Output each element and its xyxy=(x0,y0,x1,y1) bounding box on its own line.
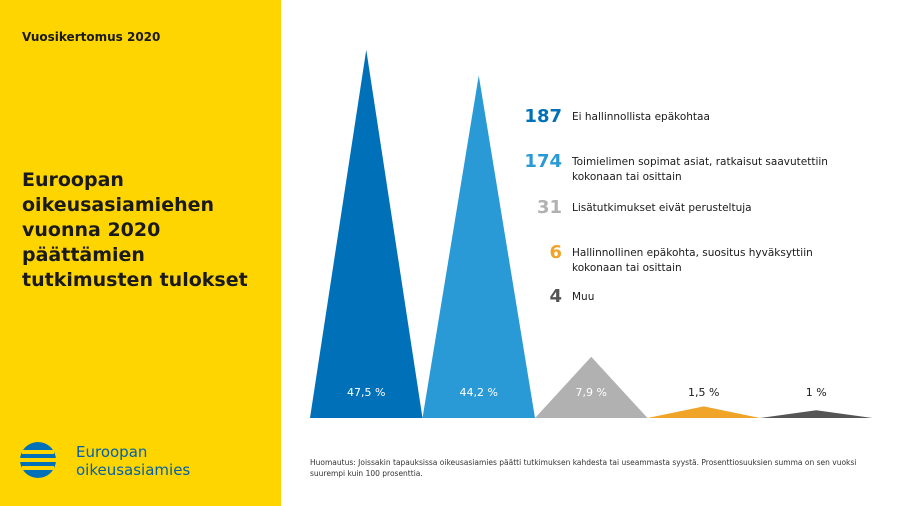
legend-label: Muu xyxy=(572,291,595,303)
note: Huomautus: Joissakin tapauksissa oikeusa… xyxy=(310,458,857,478)
value-label: 1 % xyxy=(806,386,827,399)
legend-label: Ei hallinnollista epäkohtaa xyxy=(572,111,710,123)
legend-row: 6 Hallinnollinen epäkohta, suositus hyväk… xyxy=(500,244,880,276)
side-panel xyxy=(0,0,281,506)
legend-label: Hallinnollinen epäkohta, suositus hyväks… xyxy=(572,247,813,274)
legend-row: 31 Lisätutkimukset eivät perusteltuja xyxy=(500,199,880,217)
chart-title: Euroopan oikeusasiamiehen vuonna 2020 pä… xyxy=(22,169,248,291)
legend-row: 174 Toimielimen sopimat asiat, ratkaisut … xyxy=(500,153,880,185)
legend-row: 187 Ei hallinnollista epäkohtaa xyxy=(500,108,880,126)
legend-count: 187 xyxy=(524,106,562,127)
value-label: 44,2 % xyxy=(460,386,498,399)
triangle xyxy=(760,410,873,418)
legend-label: Toimielimen sopimat asiat, ratkaisut saa… xyxy=(572,156,828,183)
legend-row: 4 Muu xyxy=(500,288,880,306)
triangle xyxy=(422,75,535,418)
legend-label: Lisätutkimukset eivät perusteltuja xyxy=(572,202,752,214)
triangle xyxy=(647,406,760,418)
legend-count: 6 xyxy=(549,242,562,263)
header: Vuosikertomus 2020 xyxy=(22,30,161,44)
legend-count: 174 xyxy=(524,151,562,172)
value-label: 7,9 % xyxy=(576,386,607,399)
value-label: 47,5 % xyxy=(347,386,385,399)
logo-text: Euroopan oikeusasiamies xyxy=(76,443,191,479)
triangle xyxy=(310,49,423,418)
legend-count: 31 xyxy=(536,197,562,218)
logo-icon xyxy=(20,442,56,478)
value-label: 1,5 % xyxy=(688,386,719,399)
legend-count: 4 xyxy=(549,286,562,307)
triangle xyxy=(535,356,648,418)
